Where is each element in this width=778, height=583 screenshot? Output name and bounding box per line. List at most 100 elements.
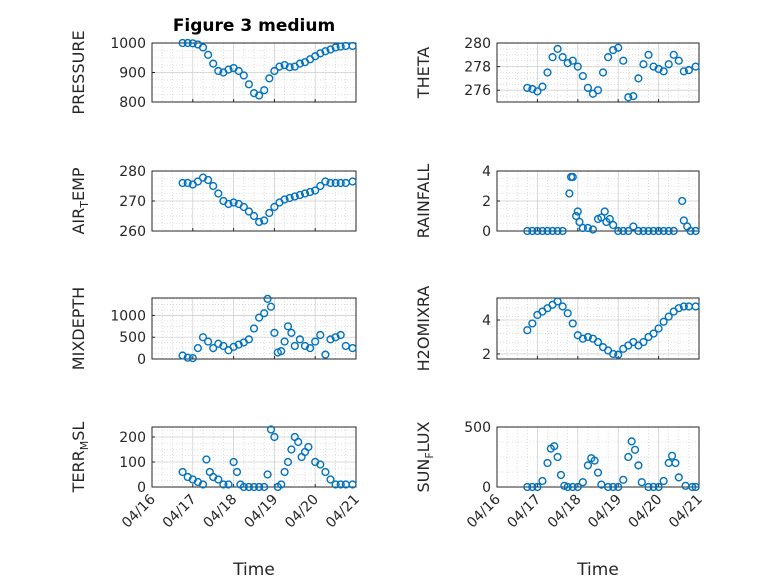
data-point	[691, 482, 700, 492]
data-point	[198, 43, 208, 52]
data-point	[321, 467, 330, 477]
data-point	[209, 181, 218, 191]
data-point	[321, 47, 330, 56]
data-point	[304, 442, 313, 452]
data-point	[659, 226, 668, 236]
data-point	[193, 344, 203, 353]
data-point	[244, 482, 254, 492]
data-point	[548, 226, 557, 236]
data-point	[553, 452, 562, 462]
data-point	[691, 302, 700, 311]
data-point	[688, 482, 697, 492]
data-point	[255, 482, 264, 492]
data-point	[619, 475, 628, 484]
data-point	[311, 186, 320, 195]
data-point	[277, 347, 286, 356]
data-point	[255, 91, 264, 100]
data-point	[543, 226, 552, 236]
data-point	[300, 189, 310, 198]
data-point	[260, 86, 269, 95]
data-point	[659, 476, 668, 486]
data-point	[538, 226, 547, 236]
data-point	[565, 189, 574, 198]
data-point	[348, 344, 357, 353]
subplot-1: 800 900 1000 PRESSURE Figure 3 medium	[69, 16, 357, 115]
data-point	[285, 193, 294, 203]
data-point	[265, 74, 274, 83]
chart-title: Figure 3 medium	[173, 16, 335, 36]
data-point	[573, 62, 582, 71]
data-point	[214, 66, 223, 76]
data-point	[204, 50, 213, 59]
data-point	[295, 59, 305, 68]
data-point	[232, 467, 242, 477]
data-point	[538, 82, 547, 91]
x-tick-label: 04/21	[323, 492, 363, 532]
y-label-rest: LUX	[414, 421, 433, 452]
data-point	[239, 482, 248, 492]
data-point	[583, 83, 593, 92]
data-point	[644, 226, 653, 236]
data-point	[627, 437, 636, 446]
data-point	[578, 71, 587, 81]
data-point	[654, 226, 663, 236]
data-point	[558, 226, 567, 236]
data-point	[348, 41, 357, 51]
subplot-7: 0 100 200 04/16 04/17 04/18 04/19 04/20 04/21 TER…	[69, 422, 363, 580]
y-tick-label: 270	[119, 194, 146, 210]
data-point	[588, 225, 598, 234]
data-point	[249, 211, 259, 221]
data-point	[619, 226, 628, 236]
data-point	[556, 470, 566, 480]
data-point	[219, 480, 228, 489]
data-point	[644, 482, 653, 492]
data-point	[634, 74, 643, 83]
data-point	[234, 66, 243, 76]
data-point	[316, 181, 325, 191]
y-label-subscript: T	[78, 201, 91, 209]
data-point	[528, 482, 537, 492]
x-tick-label: 04/18	[201, 492, 241, 532]
data-point	[294, 437, 303, 447]
y-tick-label: 2	[482, 347, 491, 363]
data-point	[669, 226, 678, 236]
y-tick-label: 2	[482, 194, 491, 210]
axes-box	[151, 297, 357, 360]
data-point	[285, 63, 294, 72]
data-point	[533, 482, 542, 492]
data-point	[609, 220, 618, 230]
x-tick-label: 04/20	[626, 492, 666, 532]
data-point	[178, 351, 187, 360]
data-point	[224, 199, 233, 209]
data-point	[553, 226, 562, 236]
y-label-base: SUN	[414, 459, 433, 493]
data-point	[280, 467, 289, 477]
data-point	[214, 189, 223, 198]
data-point	[270, 66, 279, 76]
y-tick-label: 4	[482, 313, 491, 329]
data-point	[300, 341, 310, 351]
data-point	[183, 353, 192, 362]
data-point	[204, 337, 213, 346]
y-tick-label: 900	[119, 66, 146, 82]
y-axis-label: SUNFLUX	[414, 421, 436, 492]
data-point	[578, 478, 587, 487]
data-point	[244, 335, 254, 344]
y-tick-label: 1000	[110, 308, 146, 324]
data-point	[316, 49, 325, 58]
data-point	[336, 480, 345, 489]
data-point	[629, 222, 638, 231]
data-point	[659, 67, 668, 76]
data-point	[219, 341, 228, 351]
data-point	[255, 217, 264, 227]
data-point	[630, 445, 640, 454]
data-point	[572, 211, 581, 221]
data-point	[265, 208, 274, 218]
data-point	[239, 71, 248, 80]
data-point	[619, 56, 628, 65]
data-point	[679, 67, 688, 76]
y-label-base: TERR	[69, 450, 88, 493]
y-tick-label: 0	[482, 480, 491, 496]
data-point	[270, 432, 279, 442]
y-tick-label: 0	[137, 480, 146, 496]
